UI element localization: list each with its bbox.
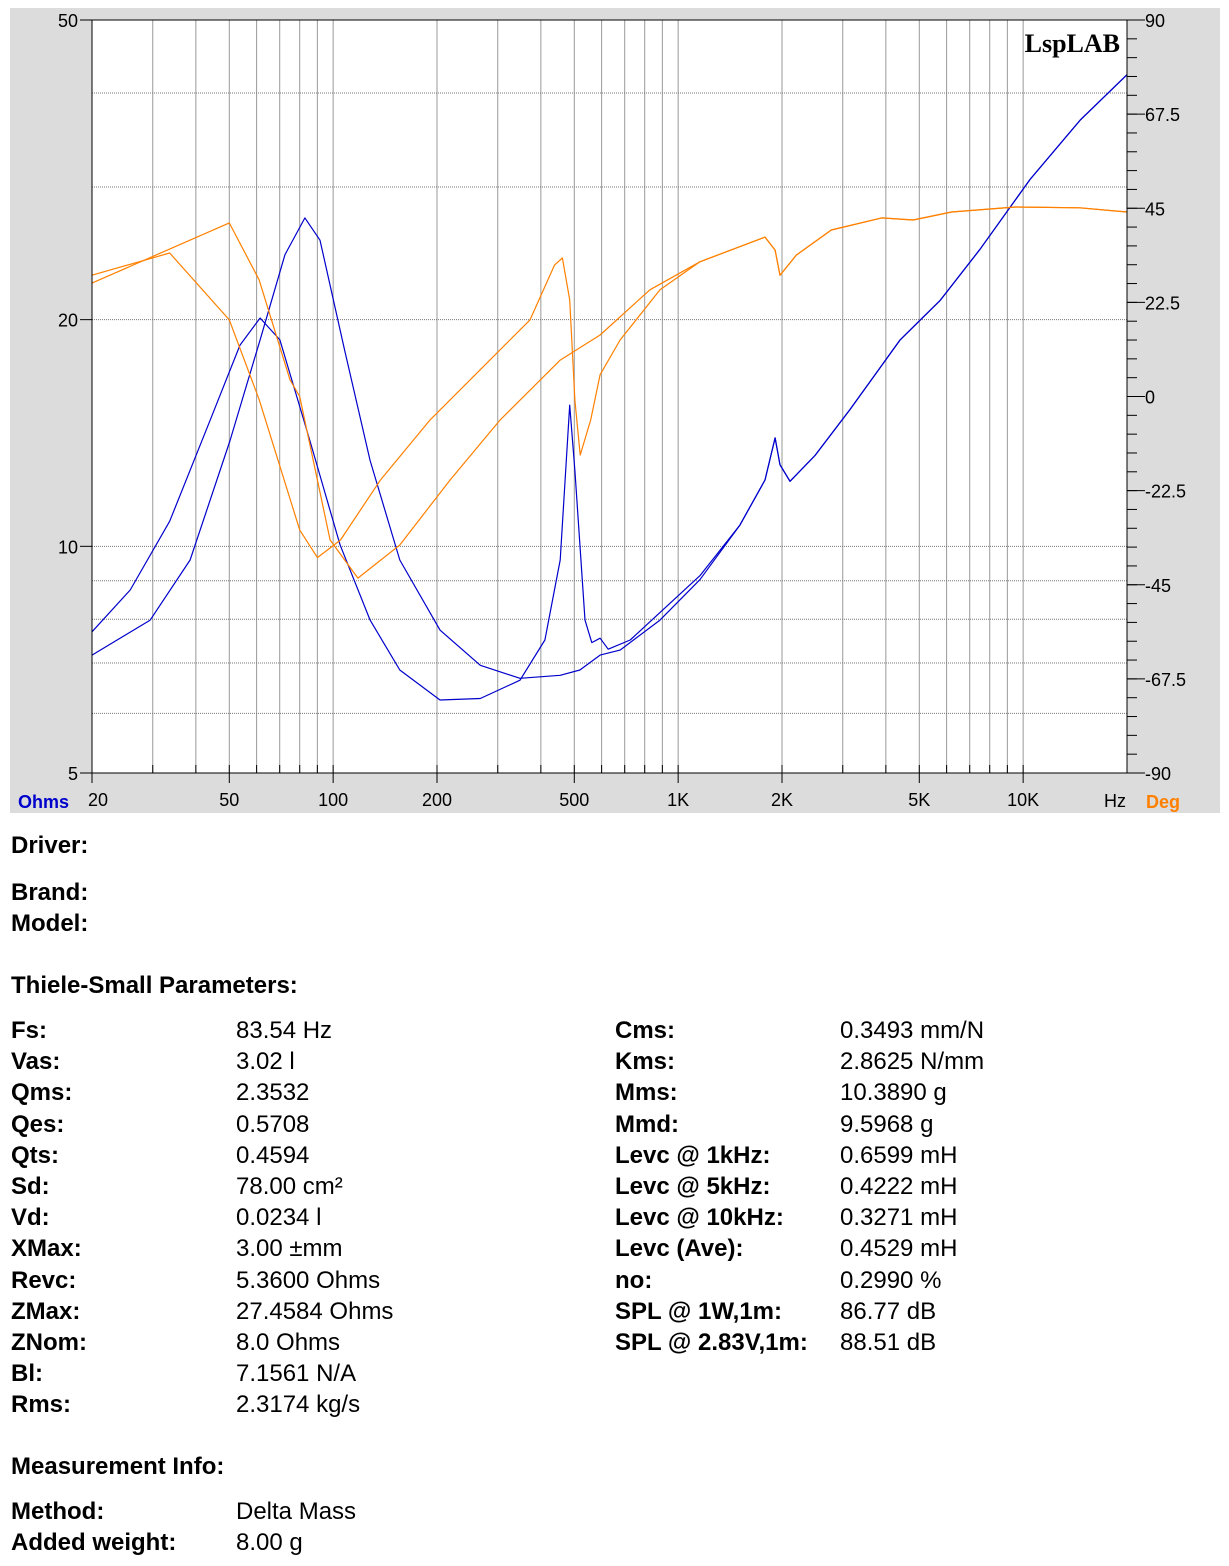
param-value: 88.51 dB (840, 1329, 937, 1356)
y-right-tick-label: 0 (1145, 388, 1155, 408)
y-right-tick-label: 90 (1145, 11, 1165, 31)
param-label: Levc (Ave): (615, 1235, 744, 1263)
y-right-tick-label: 45 (1145, 199, 1165, 219)
param-value: 27.4584 Ohms (236, 1297, 394, 1325)
param-label: Sd: (11, 1173, 50, 1200)
param-value: 3.02 l (236, 1048, 295, 1076)
driver-heading: Driver: (11, 832, 89, 859)
param-label: Qts: (11, 1141, 59, 1169)
param-value: 2.3174 kg/s (236, 1391, 361, 1419)
param-value: 8.00 g (236, 1529, 303, 1557)
param-label: Qms: (11, 1079, 73, 1107)
param-label: ZMax: (11, 1297, 81, 1325)
y-left-tick-label: 50 (58, 11, 78, 31)
param-label: Levc @ 5kHz: (615, 1173, 771, 1200)
param-label: Rms: (11, 1391, 72, 1419)
param-value: 0.5708 (236, 1110, 310, 1138)
y-right-tick-label: -67.5 (1145, 670, 1186, 690)
y-left-tick-label: 10 (58, 537, 78, 557)
param-label: Qes: (11, 1110, 65, 1138)
param-label: Revc: (11, 1266, 77, 1294)
param-label: Vas: (11, 1048, 61, 1076)
x-tick-label: 5K (908, 790, 930, 810)
param-value: 9.5968 g (840, 1110, 934, 1138)
param-value: 3.00 ±mm (236, 1235, 343, 1263)
x-tick-label: 100 (318, 790, 348, 810)
x-axis-label: Hz (1104, 791, 1126, 811)
y-right-tick-label: -22.5 (1145, 482, 1186, 502)
param-value: 0.4594 (236, 1141, 310, 1169)
y-left-tick-label: 20 (58, 311, 78, 331)
param-label: Kms: (615, 1048, 676, 1076)
x-tick-label: 200 (422, 790, 452, 810)
series-line-1 (91, 74, 1128, 701)
param-value: 5.3600 Ohms (236, 1266, 381, 1294)
x-tick-label: 2K (771, 790, 793, 810)
y-left-label: Ohms (18, 792, 69, 812)
param-label: Vd: (11, 1204, 50, 1232)
param-label: Added weight: (11, 1529, 177, 1557)
measurement-heading: Measurement Info: (11, 1453, 225, 1480)
param-value: 78.00 cm² (236, 1173, 343, 1200)
y-right-tick-label: -45 (1145, 576, 1171, 596)
x-tick-label: 20 (88, 790, 108, 810)
param-value: 0.3271 mH (840, 1204, 958, 1232)
param-value: 0.4529 mH (840, 1235, 958, 1263)
param-value: 0.6599 mH (840, 1141, 958, 1169)
param-value: 0.4222 mH (840, 1173, 958, 1200)
param-value: 83.54 Hz (236, 1017, 333, 1044)
y-right-tick-label: 22.5 (1145, 293, 1180, 313)
param-label: Cms: (615, 1017, 676, 1044)
x-tick-label: 10K (1007, 790, 1039, 810)
lsplab-watermark: LspLAB (1025, 29, 1120, 58)
param-value: 7.1561 N/A (236, 1360, 357, 1388)
param-value: 10.3890 g (840, 1079, 947, 1107)
param-label: ZNom: (11, 1329, 87, 1356)
plot-area (92, 20, 1127, 773)
param-value: 0.3493 mm/N (840, 1017, 985, 1044)
y-right-label: Deg (1146, 792, 1180, 812)
param-value: 86.77 dB (840, 1297, 937, 1325)
x-tick-label: 1K (667, 790, 689, 810)
param-label: Mmd: (615, 1110, 679, 1138)
model-label: Model: (11, 910, 89, 937)
param-label: Bl: (11, 1360, 43, 1388)
param-label: Levc @ 10kHz: (615, 1204, 784, 1232)
param-value: 8.0 Ohms (236, 1329, 341, 1356)
y-right-tick-label: -90 (1145, 764, 1171, 784)
x-tick-label: 50 (219, 790, 239, 810)
param-label: Method: (11, 1498, 105, 1525)
param-label: XMax: (11, 1235, 82, 1263)
param-label: Mms: (615, 1079, 678, 1107)
param-label: SPL @ 1W,1m: (615, 1297, 783, 1325)
param-value: 2.8625 N/mm (840, 1048, 985, 1076)
impedance-phase-chart: 5 10 20 50 -90 -67.5 -45 -22.5 0 22.5 45 67.5 90 20 50… (10, 8, 1220, 813)
y-right-tick-label: 67.5 (1145, 105, 1180, 125)
param-label: Fs: (11, 1017, 47, 1044)
param-value: Delta Mass (236, 1498, 357, 1525)
ts-heading: Thiele-Small Parameters: (11, 972, 298, 999)
param-value: 2.3532 (236, 1079, 310, 1107)
y-left-tick-label: 5 (68, 764, 78, 784)
param-label: no: (615, 1266, 653, 1294)
param-value: 0.2990 % (840, 1266, 942, 1294)
x-tick-label: 500 (559, 790, 589, 810)
param-label: SPL @ 2.83V,1m: (615, 1329, 808, 1356)
param-label: Levc @ 1kHz: (615, 1141, 771, 1169)
param-value: 0.0234 l (236, 1204, 322, 1232)
series-line-3 (91, 206, 1128, 559)
brand-label: Brand: (11, 879, 89, 906)
